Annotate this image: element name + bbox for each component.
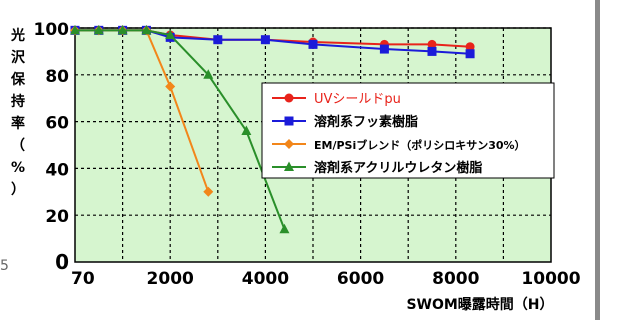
data-point: [141, 24, 152, 35]
legend-label: UVシールドpu: [314, 92, 401, 107]
data-point: [308, 39, 318, 49]
data-point: [241, 125, 252, 135]
y-axis-label: 光沢保持率（%）: [10, 27, 26, 198]
x-tick-label: 70: [71, 269, 95, 289]
legend-swatch-marker: [284, 116, 294, 126]
y-tick-label: 20: [45, 207, 69, 227]
data-point: [427, 39, 437, 49]
x-tick-label: 2000: [147, 269, 194, 289]
y-tick-label: 0: [55, 250, 69, 274]
data-point: [70, 24, 80, 35]
window-edge-bar: [595, 0, 600, 320]
x-tick-label: 6000: [337, 269, 384, 289]
legend-label: EM/PSiブレンド（ポリシロキサン30%）: [314, 138, 526, 152]
data-point: [93, 24, 104, 35]
data-point: [279, 223, 290, 234]
data-point: [165, 81, 176, 92]
x-axis-label: SWOM曝露時間（H）: [406, 296, 553, 313]
y-tick-label: 80: [45, 67, 69, 87]
x-tick-label: 4000: [242, 269, 289, 289]
legend-swatch-marker: [284, 93, 294, 103]
legend-swatch-marker: [284, 161, 294, 171]
data-point: [213, 35, 223, 45]
y-tick-label: 60: [45, 114, 69, 134]
data-point: [117, 24, 128, 35]
x-tick-label: 10000: [521, 269, 580, 289]
series-line: [75, 29, 286, 230]
data-point: [260, 35, 270, 45]
data-point: [465, 49, 475, 59]
data-point: [165, 29, 176, 40]
data-point: [203, 186, 214, 197]
data-point: [465, 42, 475, 52]
y-tick-label: 100: [34, 20, 70, 40]
legend-box: [261, 82, 555, 179]
data-point: [203, 69, 214, 79]
legend-label: 溶剤系アクリルウレタン樹脂: [314, 160, 482, 176]
legend-label: 溶剤系フッ素樹脂: [314, 114, 418, 130]
x-tick-label: 8000: [432, 269, 479, 289]
edge-mark: 5: [0, 258, 9, 274]
data-point: [427, 46, 437, 56]
data-point: [379, 44, 389, 54]
y-tick-label: 40: [45, 160, 69, 180]
legend-swatch-marker: [284, 139, 294, 149]
